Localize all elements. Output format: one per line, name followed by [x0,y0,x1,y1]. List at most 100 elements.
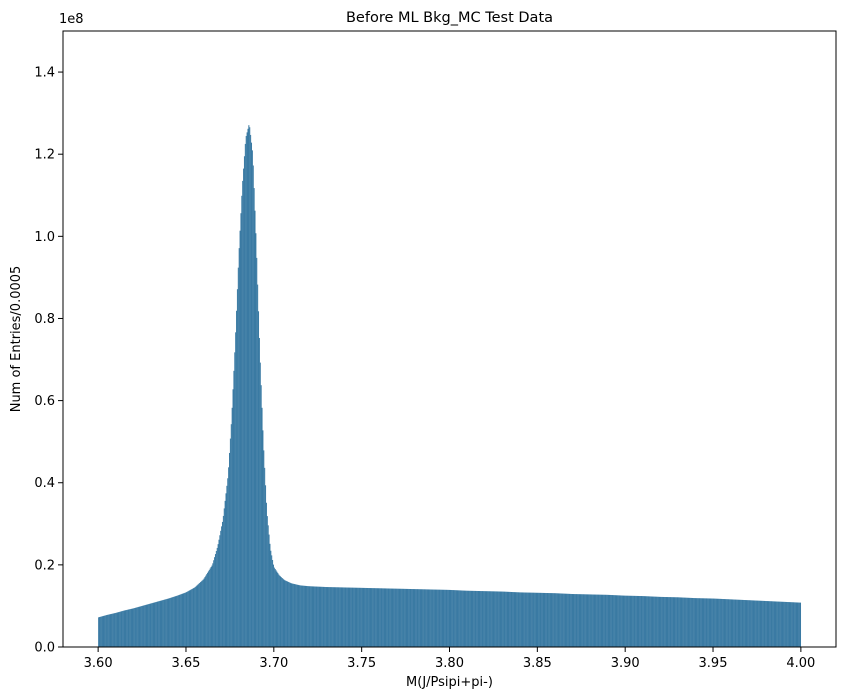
histogram-bin [156,601,159,647]
histogram-bin [540,592,542,647]
histogram-bin [532,592,534,647]
histogram-bin [145,604,147,647]
histogram-bin [193,587,195,647]
histogram-bin [660,596,662,647]
histogram-bin [517,592,519,647]
histogram-bin [728,599,730,647]
histogram-bin [196,585,198,647]
histogram-bin [465,590,467,647]
histogram-bin [98,617,100,647]
y-axis-offset-label: 1e8 [59,12,84,27]
histogram-bin [715,598,717,647]
histogram-bin [261,407,263,647]
y-tick-label: 0.4 [34,476,55,491]
histogram-bin [612,595,614,647]
histogram-bin [533,592,535,647]
histogram-bin [722,599,724,647]
histogram-bin [292,583,294,647]
histogram-bin [797,602,799,647]
histogram-bin [297,584,299,647]
histogram-bin [471,590,473,647]
histogram-bin [246,132,248,648]
histogram-bin [381,588,383,647]
histogram-bin [500,591,502,647]
histogram-bin [485,591,487,647]
histogram-bin [330,587,332,647]
histogram-bin [363,587,365,647]
histogram-bin [210,567,212,647]
histogram-bin [514,592,516,647]
histogram-bin [415,589,417,647]
histogram-bin [395,588,397,647]
histogram-bin [414,589,416,647]
histogram-bin [424,589,426,647]
histogram-bin [211,565,213,647]
histogram-bin [644,596,646,647]
histogram-bin [787,602,789,647]
histogram-bin [497,591,499,647]
histogram-bin [312,586,314,647]
histogram-bin [223,508,225,647]
histogram-bin [421,589,423,647]
histogram-bin [573,594,575,647]
histogram-bin [113,613,115,647]
histogram-bin [152,602,154,647]
histogram-bin [417,589,419,647]
histogram-bin [326,587,328,647]
histogram-bin [711,598,713,647]
histogram-bin [494,591,496,647]
histogram-bin [788,602,790,647]
histogram-bin [585,594,587,647]
histogram-bin [124,610,126,647]
histogram-bin [226,485,228,647]
histogram-bin [382,588,384,647]
histogram-bin [554,593,556,647]
histogram-bin [702,598,704,647]
histogram-bin [647,596,649,647]
histogram-bin [279,575,281,647]
histogram-bin [230,424,232,647]
histogram-bin [115,612,117,647]
histogram-bin [597,594,599,647]
histogram-bin [341,587,343,647]
histogram-bin [391,588,393,647]
histogram-bin [129,609,131,647]
histogram-bin [667,597,669,647]
histogram-bin [789,602,791,647]
histogram-bin [552,593,554,647]
histogram-bin [769,601,771,647]
histogram-bin [598,594,600,647]
histogram-bin [489,591,491,647]
histogram-bin [507,591,509,647]
histogram-bin [755,600,757,647]
histogram-bin [120,611,122,647]
histogram-bin [761,600,763,647]
histogram-bin [642,596,644,647]
histogram-bin [126,609,128,647]
histogram-bin [600,594,602,647]
histogram-bin [509,591,511,647]
histogram-bin [143,605,145,647]
histogram-bin [438,589,440,647]
histogram-bin [184,592,186,647]
histogram-bin [449,589,451,647]
histogram-bin [229,438,231,647]
histogram-bin [174,596,176,647]
histogram-bin [575,594,577,647]
histogram-bin [556,593,558,647]
histogram-bin [687,597,689,647]
histogram-bin [357,587,359,647]
histogram-bin [506,591,508,647]
histogram-bin [276,571,278,647]
histogram-bin [402,588,404,647]
histogram-bin [655,596,657,647]
histogram-bin [629,595,631,647]
histogram-bin [189,590,191,647]
histogram-bin [605,594,607,647]
histogram-bin [208,569,210,647]
histogram-bin [633,595,635,647]
histogram-bin [260,385,262,647]
histogram-bin [725,599,727,647]
histogram-bin [289,582,291,647]
histogram-bin [178,595,180,647]
